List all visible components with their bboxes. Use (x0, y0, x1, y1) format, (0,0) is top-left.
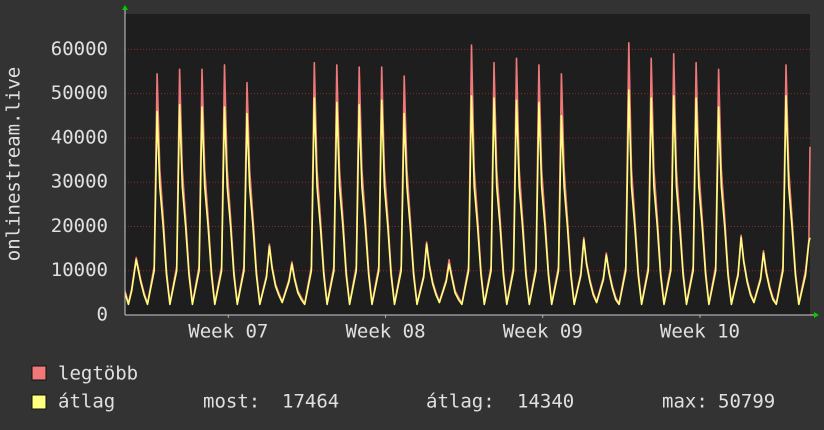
y-axis-label: onlinestream.live (3, 67, 25, 261)
axis-arrow (122, 5, 128, 10)
legend-label: legtöbb (58, 363, 138, 385)
legend-swatch (31, 365, 47, 381)
legend-label: átlag (58, 391, 115, 413)
legend-swatch (31, 394, 47, 410)
y-tick-label: 60000 (51, 38, 108, 60)
stat-value: 17464 (282, 391, 339, 413)
y-tick-label: 30000 (51, 171, 108, 193)
x-tick-label: Week 07 (188, 321, 268, 343)
y-tick-label: 10000 (51, 259, 108, 281)
x-tick-label: Week 08 (345, 321, 425, 343)
stat-value: 50799 (718, 391, 775, 413)
x-tick-label: Week 09 (503, 321, 583, 343)
y-tick-label: 0 (97, 304, 108, 326)
stat-label: most: (203, 391, 260, 413)
axis-arrow (814, 312, 819, 318)
stat-label: átlag: (426, 391, 495, 413)
stat-value: 14340 (517, 391, 574, 413)
series-line (124, 89, 811, 306)
y-tick-label: 20000 (51, 215, 108, 237)
y-tick-label: 40000 (51, 126, 108, 148)
y-tick-label: 50000 (51, 82, 108, 104)
stat-label: max: (662, 391, 708, 413)
x-tick-label: Week 10 (660, 321, 740, 343)
